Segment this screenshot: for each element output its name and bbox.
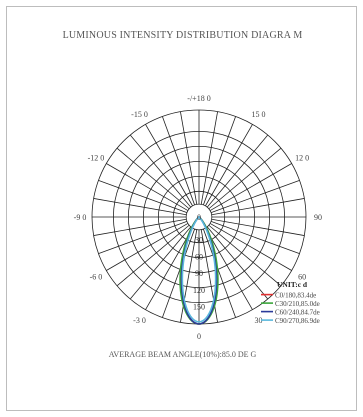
radial-tick-label: 0 <box>197 213 201 222</box>
angle-label: 12 0 <box>295 154 309 163</box>
grid-spoke <box>116 147 190 210</box>
grid-spoke <box>211 218 305 236</box>
grid-spoke <box>209 223 292 271</box>
grid-spoke <box>208 147 282 210</box>
diagram-sheet: LUMINOUS INTENSITY DISTRIBUTION DIAGRA M… <box>6 6 357 411</box>
beam-angle-footer: AVERAGE BEAM ANGLE(10%):85.0 DE G <box>108 350 257 359</box>
grid-spoke <box>206 134 269 208</box>
grid-spoke <box>205 124 253 207</box>
radial-tick-label: 60 <box>195 252 203 261</box>
legend-label: C60/240,84.7de <box>275 309 320 317</box>
angle-label: -3 0 <box>133 316 146 325</box>
grid-spoke <box>205 227 253 310</box>
grid-spoke <box>162 116 195 206</box>
grid-spoke <box>210 180 300 213</box>
grid-spoke <box>93 198 187 216</box>
angle-label: -6 0 <box>90 273 103 282</box>
grid-spoke <box>211 198 305 216</box>
grid-spoke <box>208 224 282 287</box>
grid-spoke <box>106 163 189 211</box>
legend-title: UNIT:c d <box>277 280 308 289</box>
legend-swatch <box>261 293 273 296</box>
legend-label: C90/270,86.9de <box>275 317 320 325</box>
grid-spoke <box>98 180 188 213</box>
angle-label: 30 <box>255 316 263 325</box>
grid-spoke <box>200 111 218 205</box>
angle-label: -12 0 <box>88 154 105 163</box>
grid-spoke <box>145 124 193 207</box>
grid-spoke <box>106 223 189 271</box>
grid-spoke <box>206 226 269 300</box>
legend-label: C30/210,85.0de <box>275 300 320 308</box>
polar-chart: -/+18 0 -15 0 15 0 -12 0 12 0 -9 0 90 -6 0 60 -3 … <box>74 94 322 341</box>
grid-spoke <box>162 228 195 318</box>
radial-tick-label: 30 <box>195 236 203 245</box>
grid-spoke <box>203 228 236 318</box>
grid-spoke <box>209 163 292 211</box>
legend-swatch <box>261 302 273 304</box>
grid-spoke <box>116 224 190 287</box>
angle-label: -9 0 <box>74 213 87 222</box>
angle-label: 15 0 <box>252 110 266 119</box>
grid-spoke <box>129 134 192 208</box>
legend-swatch <box>261 310 273 313</box>
angle-label: 0 <box>197 332 201 341</box>
series-curve <box>181 216 217 323</box>
radial-tick-label: 90 <box>195 269 203 278</box>
radial-tick-label: 150 <box>193 303 205 312</box>
grid-spoke <box>145 227 193 310</box>
grid-spoke <box>180 111 198 205</box>
legend-label: C0/180,83.4de <box>275 292 316 300</box>
grid-spoke <box>203 116 236 206</box>
angle-label: -/+18 0 <box>187 94 210 103</box>
grid-spoke <box>210 221 300 254</box>
grid-spoke <box>98 221 188 254</box>
angle-label: 90 <box>314 213 322 222</box>
radial-tick-label: 120 <box>193 286 205 295</box>
grid-spoke <box>93 218 187 236</box>
angle-label: 60 <box>298 273 306 282</box>
angle-label: -15 0 <box>131 110 148 119</box>
grid-spoke <box>129 226 192 300</box>
chart-title: LUMINOUS INTENSITY DISTRIBUTION DIAGRA M <box>62 30 303 41</box>
legend-swatch <box>261 319 273 321</box>
